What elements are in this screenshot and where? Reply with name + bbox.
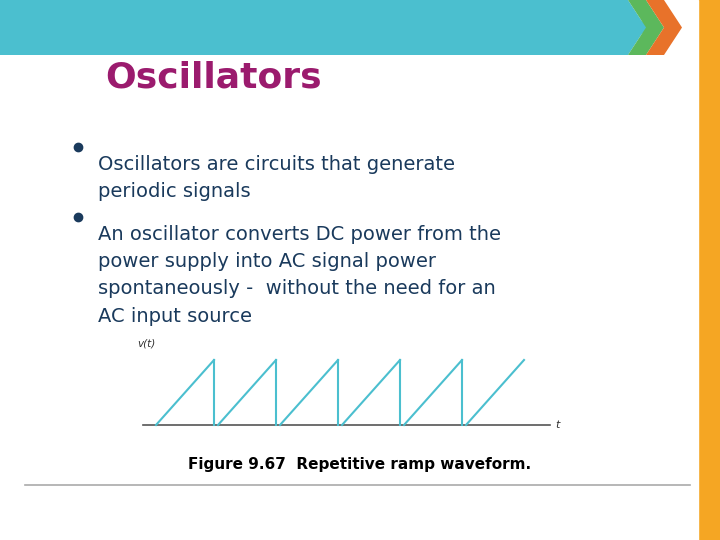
- Polygon shape: [0, 0, 650, 55]
- Text: Figure 9.67  Repetitive ramp waveform.: Figure 9.67 Repetitive ramp waveform.: [189, 457, 531, 472]
- Polygon shape: [610, 0, 646, 55]
- Text: t: t: [555, 420, 559, 430]
- Text: Oscillators: Oscillators: [105, 61, 322, 95]
- Bar: [695, 0, 720, 540]
- Text: v(t): v(t): [137, 338, 155, 348]
- Text: Oscillators are circuits that generate
periodic signals: Oscillators are circuits that generate p…: [98, 155, 455, 201]
- Text: An oscillator converts DC power from the
power supply into AC signal power
spont: An oscillator converts DC power from the…: [98, 225, 501, 326]
- Polygon shape: [646, 0, 682, 55]
- Polygon shape: [628, 0, 664, 55]
